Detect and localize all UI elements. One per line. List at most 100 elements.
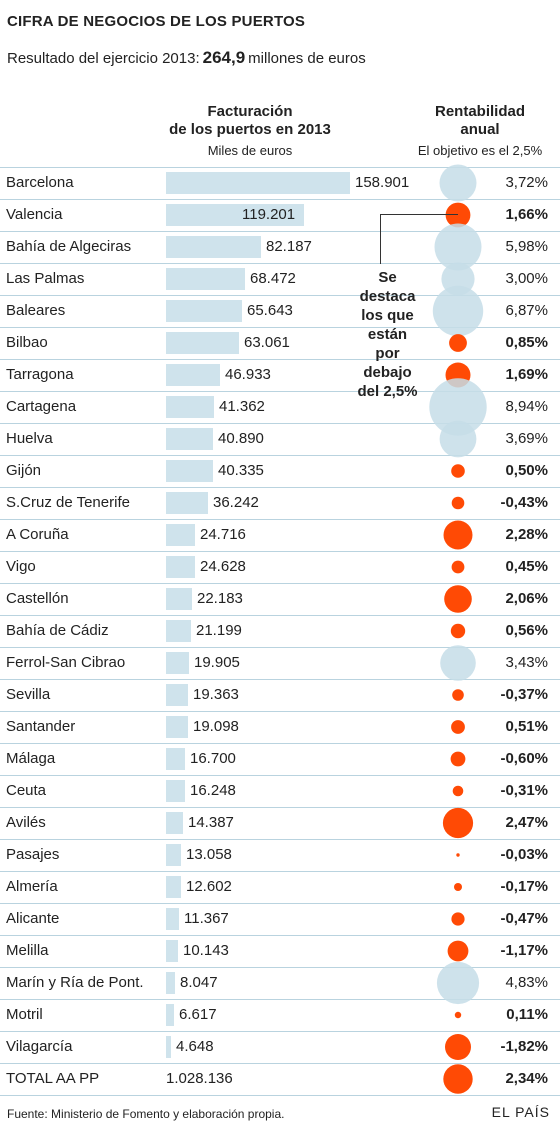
chart-title: CIFRA DE NEGOCIOS DE LOS PUERTOS — [7, 13, 306, 30]
port-name: Gijón — [6, 462, 42, 479]
facturacion-value: 63.061 — [244, 334, 290, 351]
rentabilidad-value: 6,87% — [505, 302, 548, 319]
row-divider — [0, 327, 560, 328]
facturacion-value: 24.716 — [200, 526, 246, 543]
note-line-2: destaca — [359, 288, 416, 305]
facturacion-bar — [166, 556, 195, 578]
facturacion-value: 46.933 — [225, 366, 271, 383]
rentabilidad-value: 1,66% — [505, 206, 548, 223]
facturacion-bar — [166, 876, 181, 898]
rentabilidad-value: 2,06% — [505, 590, 548, 607]
port-name: Pasajes — [6, 846, 60, 863]
row-divider — [0, 583, 560, 584]
rentabilidad-value: -0,03% — [500, 846, 548, 863]
facturacion-value: 13.058 — [186, 846, 232, 863]
facturacion-value: 36.242 — [213, 494, 259, 511]
port-name: Avilés — [6, 814, 46, 831]
port-name: Baleares — [6, 302, 66, 319]
table-row: Barcelona 158.901 3,72% — [0, 167, 560, 199]
brand-logo: EL PAÍS — [491, 1104, 550, 1120]
table-row: Gijón 40.335 0,50% — [0, 455, 560, 487]
facturacion-value: 14.387 — [188, 814, 234, 831]
port-name: Motril — [6, 1006, 43, 1023]
table-row: Melilla 10.143 -1,17% — [0, 935, 560, 967]
rentabilidad-value: 3,43% — [505, 654, 548, 671]
facturacion-header: Facturación de los puertos en 2013 — [150, 103, 350, 139]
row-divider — [0, 807, 560, 808]
facturacion-value: 19.905 — [194, 654, 240, 671]
rentabilidad-value: -1,82% — [500, 1038, 548, 1055]
facturacion-value: 40.335 — [218, 462, 264, 479]
rentabilidad-value: -0,17% — [500, 878, 548, 895]
facturacion-bar — [166, 396, 214, 418]
row-divider — [0, 487, 560, 488]
highlight-note: Se destaca los que están por debajo del … — [345, 268, 430, 401]
rentabilidad-value: 2,34% — [505, 1070, 548, 1087]
table-row: Pasajes 13.058 -0,03% — [0, 839, 560, 871]
row-divider — [0, 295, 560, 296]
facturacion-bar — [166, 972, 175, 994]
row-divider — [0, 903, 560, 904]
facturacion-value: 82.187 — [266, 238, 312, 255]
row-divider — [0, 871, 560, 872]
facturacion-value: 6.617 — [179, 1006, 217, 1023]
facturacion-value: 68.472 — [250, 270, 296, 287]
port-name: Sevilla — [6, 686, 51, 703]
table-row: Almería 12.602 -0,17% — [0, 871, 560, 903]
rentabilidad-value: 0,85% — [505, 334, 548, 351]
row-divider — [0, 551, 560, 552]
port-name: Melilla — [6, 942, 49, 959]
rentabilidad-value: 8,94% — [505, 398, 548, 415]
note-line-6: debajo — [363, 364, 412, 381]
rentabilidad-value: 0,45% — [505, 558, 548, 575]
table-row: Tarragona 46.933 1,69% — [0, 359, 560, 391]
port-name: Ferrol-San Cibrao — [6, 654, 126, 671]
facturacion-value: 21.199 — [196, 622, 242, 639]
rentabilidad-header-line2: anual — [460, 121, 500, 138]
port-name: Vilagarcía — [6, 1038, 73, 1055]
table-top-rule — [0, 167, 560, 168]
table-row: Castellón 22.183 2,06% — [0, 583, 560, 615]
row-divider — [0, 455, 560, 456]
port-name: A Coruña — [6, 526, 69, 543]
port-name: Castellón — [6, 590, 69, 607]
table-row: Huelva 40.890 3,69% — [0, 423, 560, 455]
rentabilidad-header-line1: Rentabilidad — [434, 103, 525, 120]
row-divider — [0, 391, 560, 392]
facturacion-bar — [166, 1004, 174, 1026]
table-row: Vigo 24.628 0,45% — [0, 551, 560, 583]
facturacion-value: 158.901 — [355, 174, 410, 191]
facturacion-value: 19.363 — [193, 686, 239, 703]
table-row: Málaga 16.700 -0,60% — [0, 743, 560, 775]
facturacion-bar — [166, 908, 179, 930]
source-note: Fuente: Ministerio de Fomento y elaborac… — [7, 1107, 285, 1121]
subtitle-suffix: millones de euros — [248, 50, 366, 67]
facturacion-bar — [166, 812, 183, 834]
table-row-total: TOTAL AA PP 1.028.136 2,34% — [0, 1063, 560, 1095]
rentabilidad-value: -0,31% — [500, 782, 548, 799]
facturacion-value: 119.201 — [242, 206, 296, 223]
facturacion-bar — [166, 204, 304, 226]
facturacion-value: 24.628 — [200, 558, 246, 575]
row-divider — [0, 935, 560, 936]
table-row: Baleares 65.643 6,87% — [0, 295, 560, 327]
facturacion-value: 8.047 — [180, 974, 218, 991]
facturacion-bar — [166, 492, 208, 514]
note-line-1: Se — [378, 269, 397, 286]
port-name: Alicante — [6, 910, 60, 927]
facturacion-bar — [166, 588, 192, 610]
facturacion-value: 4.648 — [176, 1038, 214, 1055]
port-name: Tarragona — [6, 366, 74, 383]
facturacion-bar — [166, 428, 213, 450]
rentabilidad-target-note: El objetivo es el 2,5% — [417, 143, 543, 158]
row-divider — [0, 679, 560, 680]
note-line-7: del 2,5% — [357, 383, 418, 400]
row-divider — [0, 839, 560, 840]
row-divider — [0, 359, 560, 360]
row-divider — [0, 647, 560, 648]
facturacion-value: 22.183 — [197, 590, 243, 607]
rentabilidad-value: 4,83% — [505, 974, 548, 991]
port-name: Bilbao — [6, 334, 48, 351]
facturacion-header-line2: de los puertos en 2013 — [169, 121, 331, 138]
note-line-5: por — [375, 345, 400, 362]
